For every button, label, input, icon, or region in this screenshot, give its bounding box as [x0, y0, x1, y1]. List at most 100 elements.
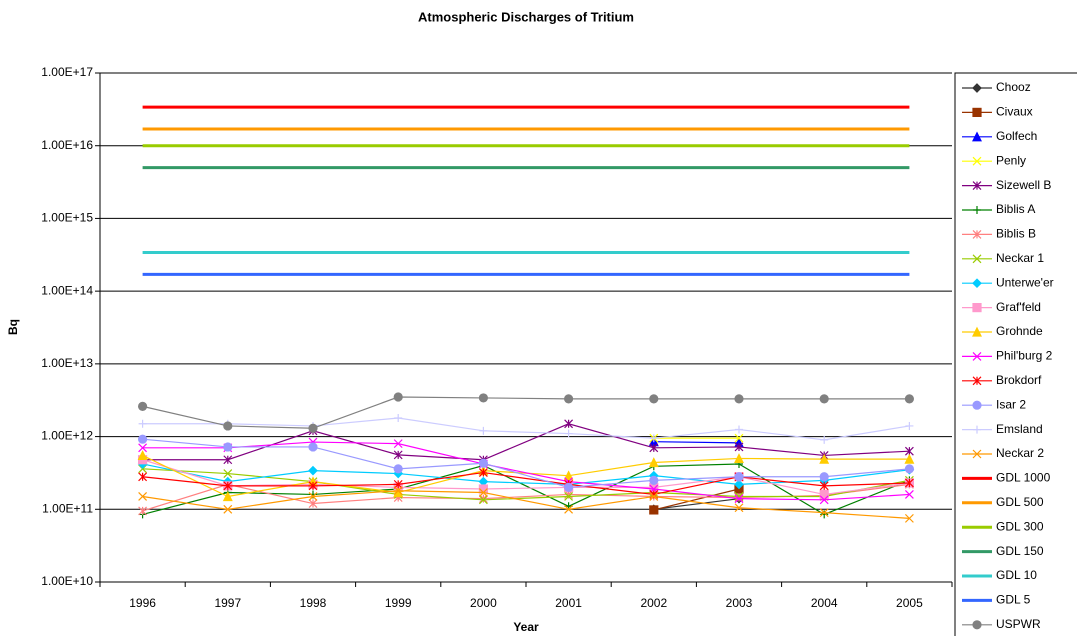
legend-marker	[972, 326, 982, 337]
y-tick-label: 1.00E+15	[41, 211, 93, 225]
legend-label: GDL 300	[996, 519, 1044, 533]
series-line	[142, 417, 910, 441]
legend-label: Biblis A	[996, 202, 1035, 216]
marker	[564, 504, 574, 514]
marker	[223, 469, 233, 478]
marker	[479, 426, 488, 435]
marker	[649, 394, 659, 404]
x-axis-label: Year	[513, 620, 539, 634]
legend-marker	[972, 156, 982, 166]
y-tick-label: 1.00E+13	[41, 356, 93, 370]
legend-label: Phil'burg 2	[996, 349, 1053, 363]
marker	[735, 425, 743, 434]
legend-marker	[973, 425, 981, 434]
marker	[138, 492, 148, 501]
marker	[308, 465, 318, 476]
y-tick-label: 1.00E+16	[41, 138, 93, 152]
legend-label: Neckar 2	[996, 446, 1044, 460]
legend-label: Graf'feld	[996, 300, 1041, 314]
marker	[819, 394, 829, 404]
series-line	[142, 438, 910, 489]
legend-label: GDL 10	[996, 568, 1037, 582]
marker	[649, 475, 659, 485]
marker	[478, 468, 488, 477]
marker	[393, 479, 403, 489]
marker	[734, 479, 744, 490]
series-line	[653, 498, 740, 510]
legend-label: GDL 150	[996, 544, 1044, 558]
legend-marker	[972, 278, 982, 289]
x-tick-label: 2004	[811, 596, 838, 610]
marker	[138, 506, 148, 516]
marker	[819, 472, 829, 482]
marker	[563, 470, 574, 481]
marker	[223, 421, 233, 431]
marker	[138, 434, 148, 444]
legend-marker	[972, 83, 982, 93]
marker	[820, 510, 829, 519]
y-tick-label: 1.00E+14	[41, 283, 93, 297]
marker	[564, 419, 574, 429]
y-tick-label: 1.00E+12	[41, 429, 93, 443]
series-line	[653, 488, 740, 511]
legend-marker	[972, 376, 982, 386]
marker	[734, 472, 744, 482]
legend-marker	[972, 303, 982, 313]
marker	[649, 443, 659, 453]
marker	[734, 433, 744, 443]
legend-label: Sizewell B	[996, 178, 1051, 192]
x-tick-label: 2001	[555, 596, 582, 610]
marker	[649, 505, 659, 515]
marker	[393, 450, 403, 460]
x-tick-label: 1998	[300, 596, 327, 610]
legend-label: Biblis B	[996, 227, 1036, 241]
marker	[223, 442, 233, 452]
series-line	[142, 396, 910, 429]
marker	[222, 491, 233, 502]
x-tick-label: 2003	[726, 596, 753, 610]
legend-label: Penly	[996, 153, 1026, 167]
marker	[819, 453, 830, 464]
marker	[308, 499, 318, 508]
series-line	[142, 468, 910, 501]
legend-marker	[972, 400, 982, 410]
marker	[308, 442, 318, 452]
marker	[649, 492, 659, 501]
legend-label: Neckar 1	[996, 251, 1044, 265]
x-tick-label: 2000	[470, 596, 497, 610]
series-line	[142, 490, 910, 519]
marker	[648, 457, 659, 468]
marker	[393, 439, 403, 449]
marker	[394, 414, 403, 423]
marker	[478, 393, 488, 403]
marker	[223, 481, 233, 491]
x-tick-label: 1999	[385, 596, 412, 610]
series-line	[142, 423, 910, 461]
marker	[138, 472, 148, 482]
series-line	[142, 459, 910, 496]
legend-marker	[972, 131, 982, 142]
y-tick-label: 1.00E+11	[42, 501, 93, 515]
marker	[308, 492, 318, 501]
marker	[904, 464, 915, 474]
legend-label: Chooz	[996, 80, 1031, 94]
marker	[308, 423, 318, 433]
legend-marker	[972, 351, 982, 361]
marker	[478, 495, 488, 505]
legend-marker	[972, 181, 982, 191]
marker	[734, 394, 744, 404]
x-tick-label: 2002	[640, 596, 667, 610]
marker	[138, 401, 148, 411]
legend-label: Golfech	[996, 129, 1037, 143]
marker	[734, 493, 744, 502]
legend-marker	[972, 229, 982, 239]
legend-label: Brokdorf	[996, 373, 1042, 387]
series-line	[142, 463, 910, 485]
marker	[393, 486, 403, 496]
marker	[734, 503, 744, 513]
marker	[904, 453, 915, 464]
series-line	[142, 463, 910, 516]
x-tick-label: 1996	[129, 596, 156, 610]
series-line	[142, 441, 910, 501]
